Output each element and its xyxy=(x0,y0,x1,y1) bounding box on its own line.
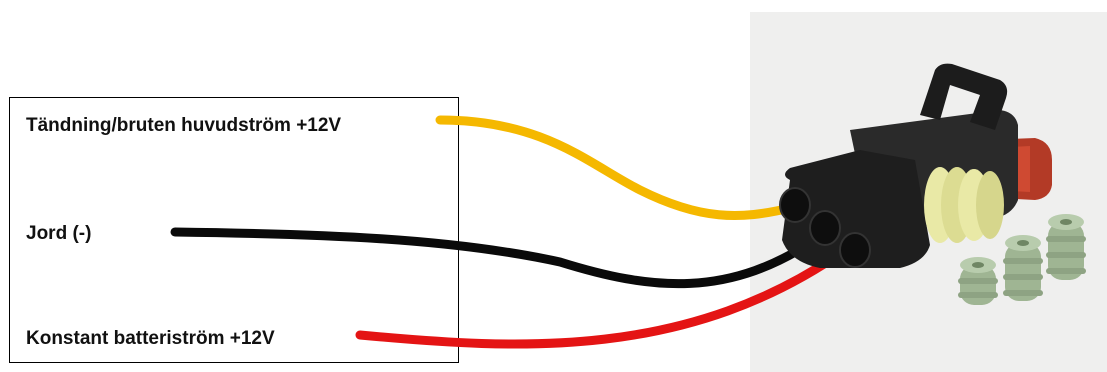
rubber-seal-icon xyxy=(958,214,1086,305)
ignition-label: Tändning/bruten huvudström +12V xyxy=(26,115,342,136)
battery-wire xyxy=(355,243,853,349)
ground-label: Jord (-) xyxy=(26,223,92,244)
ground-wire xyxy=(170,227,827,289)
3-pin-waterproof-connector-icon xyxy=(779,63,1052,268)
ignition-wire xyxy=(435,115,795,220)
battery-label: Konstant batteriström +12V xyxy=(26,328,275,349)
